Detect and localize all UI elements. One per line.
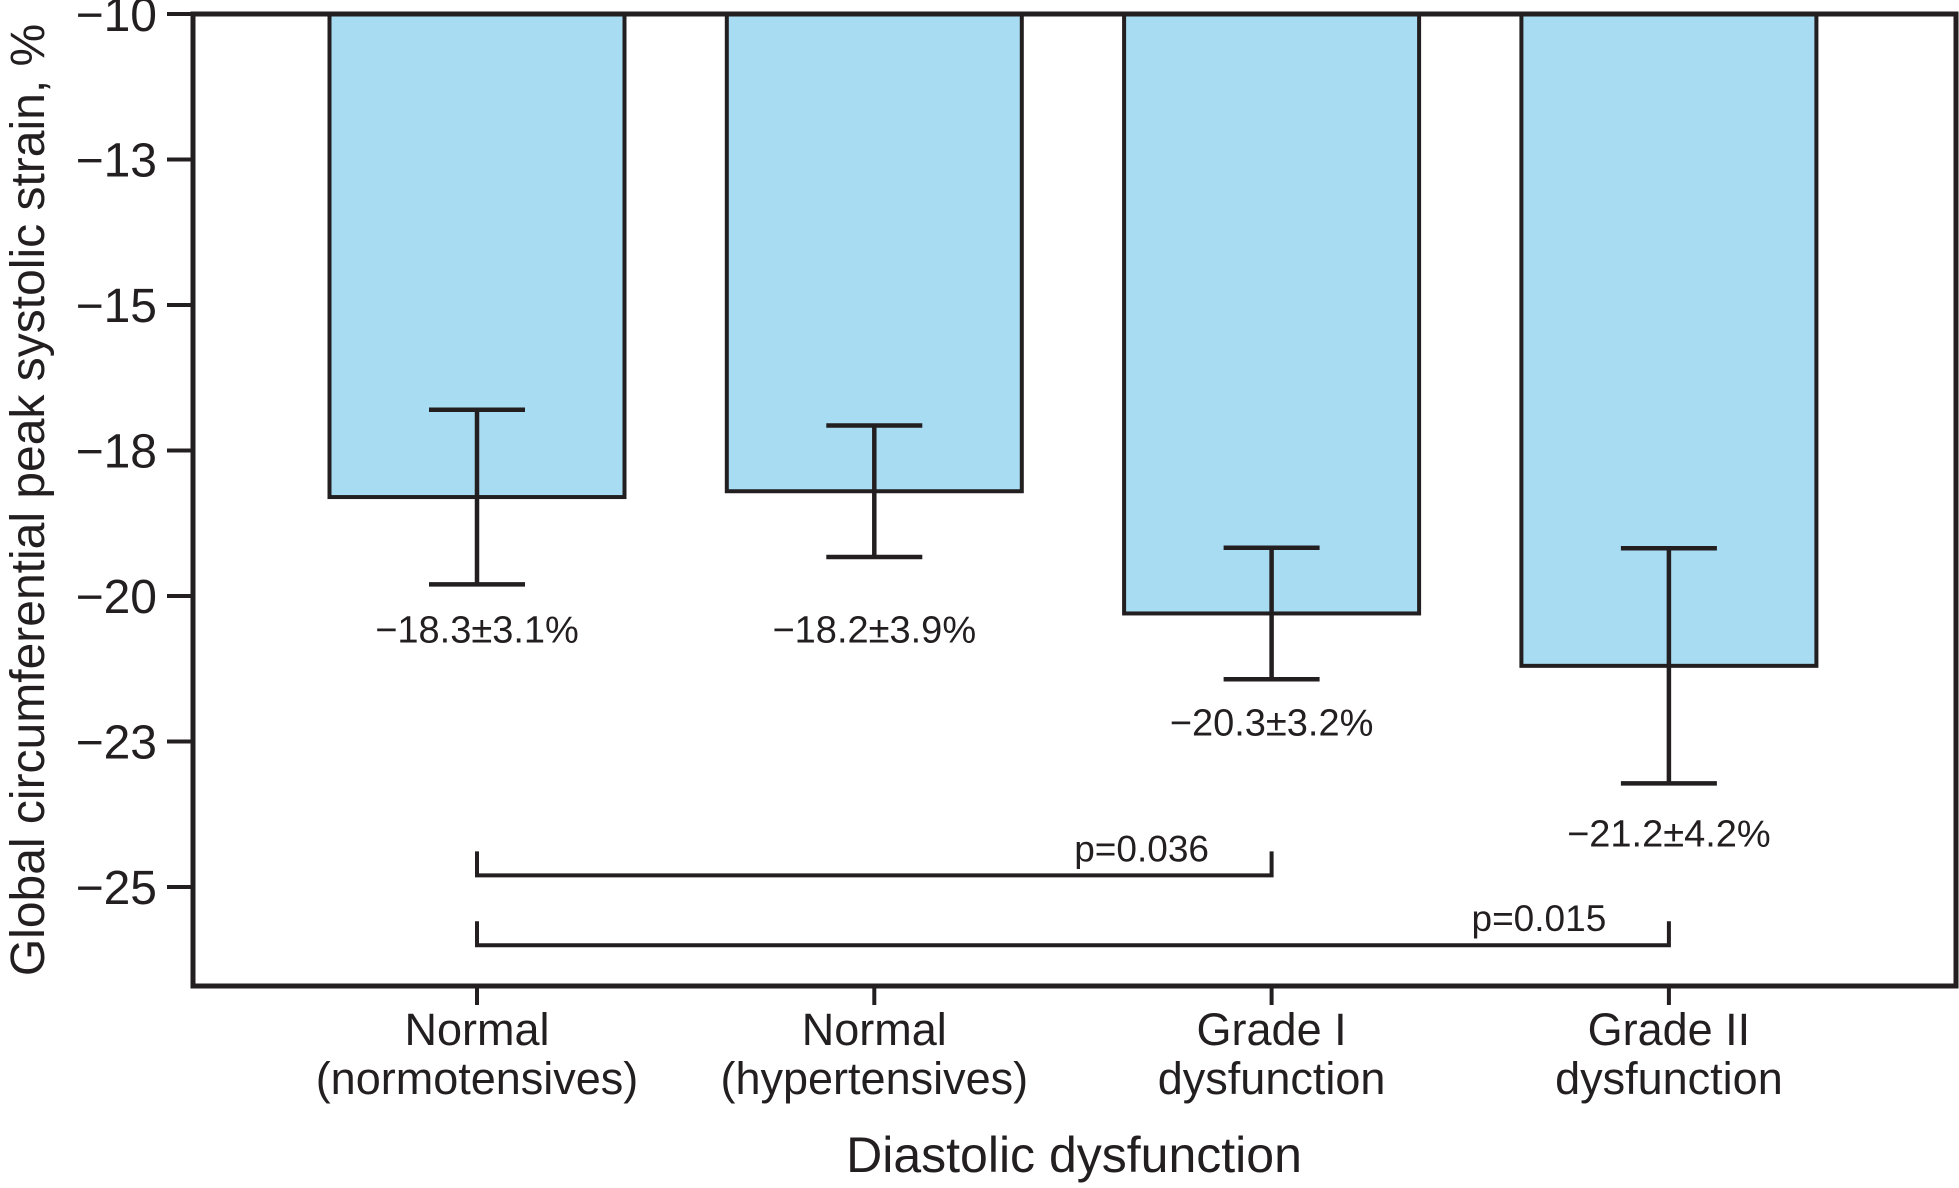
category-label-line2: dysfunction xyxy=(1555,1053,1783,1104)
category-label-line1: Grade II xyxy=(1588,1004,1751,1055)
category-label-line2: dysfunction xyxy=(1158,1053,1386,1104)
category-label-line2: (hypertensives) xyxy=(720,1053,1028,1104)
x-axis-title: Diastolic dysfunction xyxy=(846,1127,1302,1183)
bar-value-label: −21.2±4.2% xyxy=(1567,813,1771,855)
y-axis-tick-label: −23 xyxy=(76,717,157,770)
bar-value-label: −20.3±3.2% xyxy=(1170,703,1374,745)
y-axis-tick-label: −18 xyxy=(76,426,157,479)
p-value-label: p=0.036 xyxy=(1074,828,1209,869)
category-label-line1: Grade I xyxy=(1197,1004,1347,1055)
category-label-line1: Normal xyxy=(404,1004,549,1055)
plot-border xyxy=(190,11,1959,989)
p-value-label: p=0.015 xyxy=(1472,898,1607,939)
y-axis-tick-label: −13 xyxy=(76,135,157,188)
y-axis-tick-label: −25 xyxy=(76,862,157,915)
significance-bracket xyxy=(475,851,1274,878)
y-axis-title: Global circumferential peak systolic str… xyxy=(2,24,55,976)
y-axis-tick-label: −10 xyxy=(76,0,157,42)
y-axis-tick-label: −15 xyxy=(76,280,157,333)
bar-value-label: −18.3±3.1% xyxy=(375,610,579,652)
category-label-line1: Normal xyxy=(802,1004,947,1055)
bar-value-label: −18.2±3.9% xyxy=(772,610,976,652)
bar xyxy=(724,12,1024,494)
bar xyxy=(1122,12,1422,616)
chart-generated-content: −18.3±3.1% −18.2±3.9% −20.3±3.2% −21.2±4.2%… xyxy=(76,0,1959,1104)
category-label-line2: (normotensives) xyxy=(316,1053,639,1104)
y-axis-tick-label: −20 xyxy=(76,571,157,624)
significance-bracket xyxy=(475,921,1671,948)
